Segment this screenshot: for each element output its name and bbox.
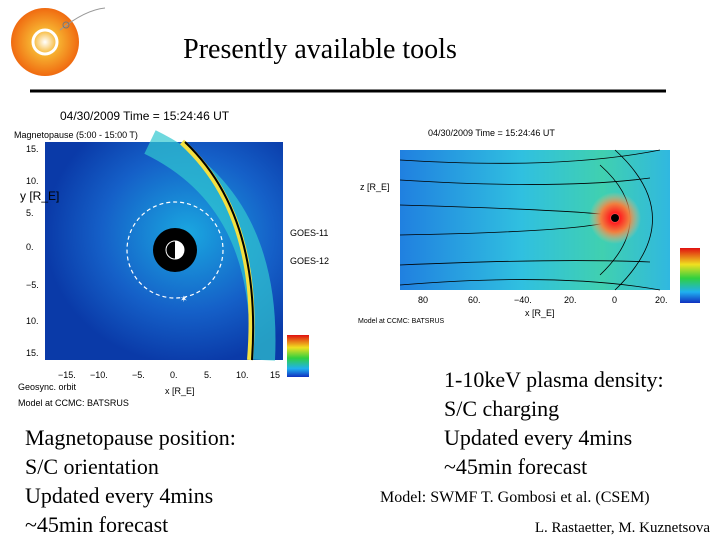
logo — [11, 7, 106, 76]
x-tick: 80 — [418, 295, 428, 305]
y-tick: −5. — [26, 280, 39, 290]
caption-line: ~45min forecast — [444, 454, 587, 479]
caption-line: 1-10keV plasma density: — [444, 367, 664, 392]
caption-line: Magnetopause position: — [25, 425, 236, 450]
x-axis-label: x [R_E] — [525, 308, 555, 318]
x-tick: 5. — [204, 370, 212, 380]
y-tick: 15. — [26, 348, 39, 358]
plot-time: 04/30/2009 Time = 15:24:46 UT — [60, 109, 230, 123]
x-tick: −15. — [58, 370, 76, 380]
caption-line: Updated every 4mins — [444, 425, 632, 450]
magnetopause-plot: 04/30/2009 Time = 15:24:46 UT Magnetopau… — [14, 109, 329, 408]
y-tick: 5. — [26, 208, 34, 218]
y-tick: 15. — [26, 144, 39, 154]
y-tick: 10. — [26, 176, 39, 186]
marker: ✶ — [180, 294, 188, 304]
model-note: Model: SWMF T. Gombosi et al. (CSEM) — [380, 489, 650, 506]
x-tick: −10. — [90, 370, 108, 380]
x-tick: 20. — [655, 295, 668, 305]
credit: L. Rastaetter, M. Kuznetsova — [535, 520, 711, 536]
plot-time: 04/30/2009 Time = 15:24:46 UT — [428, 128, 555, 138]
y-tick: 10. — [26, 316, 39, 326]
caption-line: S/C charging — [444, 396, 559, 421]
orbit-note: Geosync. orbit — [18, 382, 77, 392]
x-tick: 20. — [564, 295, 577, 305]
x-tick: 0. — [170, 370, 178, 380]
caption-line: S/C orientation — [25, 454, 159, 479]
plot-footer: Model at CCMC: BATSRUS — [358, 318, 445, 325]
y-axis-label: z [R_E] — [360, 182, 390, 192]
plot-legend: Magnetopause (5:00 - 15:00 T) — [14, 130, 138, 140]
satellite-label: GOES-12 — [290, 256, 329, 266]
plot-footer: Model at CCMC: BATSRUS — [18, 398, 129, 408]
satellite-label: GOES-11 — [290, 228, 328, 238]
y-axis-label: y [R_E] — [20, 189, 59, 203]
x-tick: 60. — [468, 295, 481, 305]
y-tick: 0. — [26, 242, 34, 252]
x-tick: −40. — [514, 295, 532, 305]
x-axis-label: x [R_E] — [165, 386, 195, 396]
caption-line: Updated every 4mins — [25, 483, 213, 508]
colorbar — [680, 248, 700, 303]
x-tick: 15 — [270, 370, 280, 380]
density-plot: 04/30/2009 Time = 15:24:46 UT z [R_E] 80… — [358, 128, 700, 325]
x-tick: 0 — [612, 295, 617, 305]
x-tick: −5. — [132, 370, 145, 380]
x-tick: 10. — [236, 370, 249, 380]
slide-title: Presently available tools — [183, 34, 457, 65]
colorbar — [287, 335, 309, 377]
caption-line: ~45min forecast — [25, 512, 168, 537]
